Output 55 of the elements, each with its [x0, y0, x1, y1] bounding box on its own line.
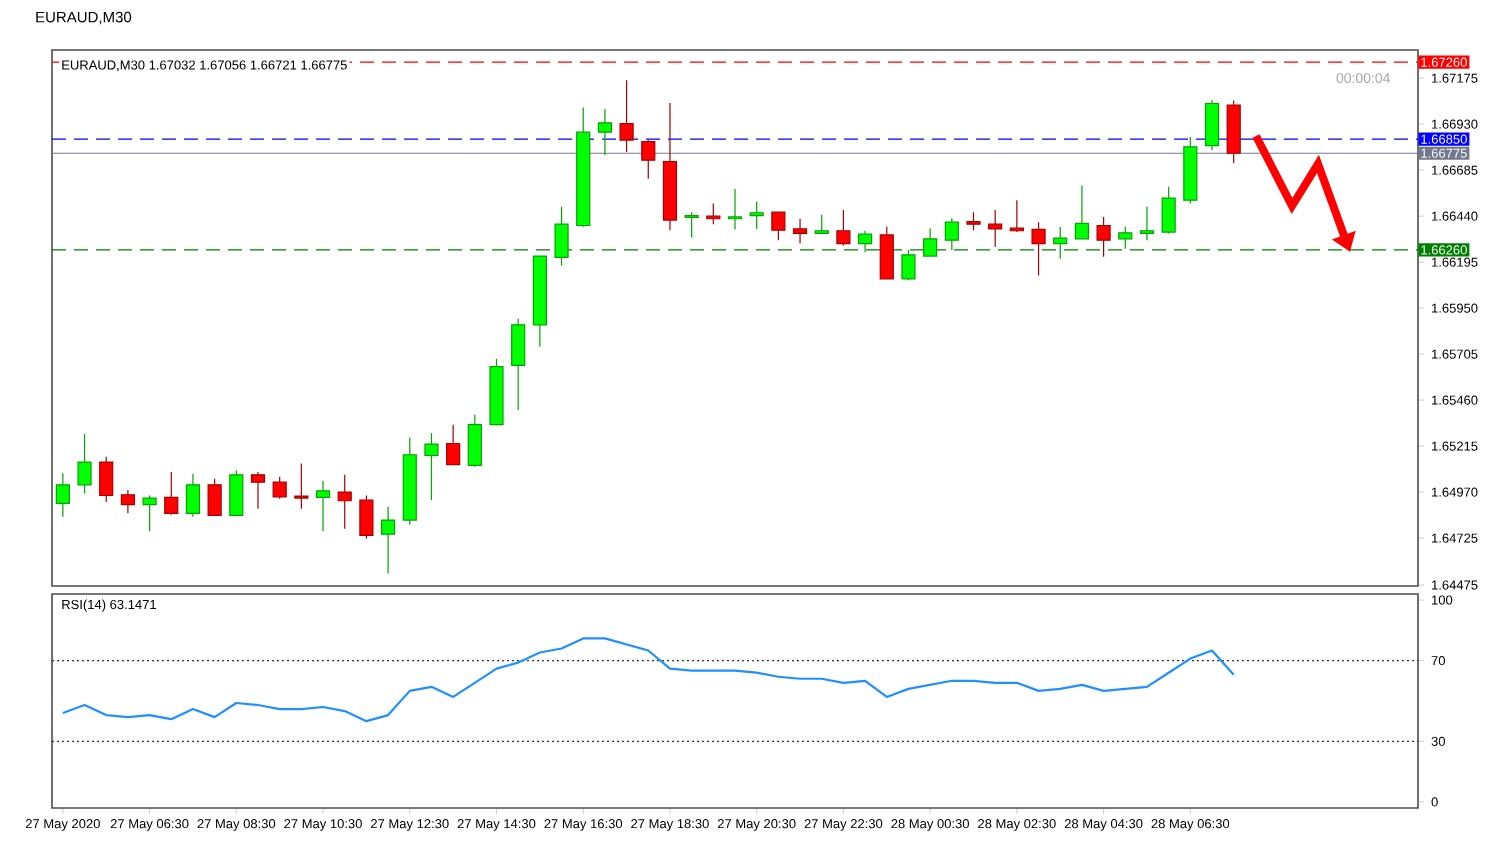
candlestick — [554, 206, 569, 267]
candlestick — [185, 473, 201, 518]
candlestick — [662, 102, 678, 231]
candlestick — [1074, 184, 1090, 240]
candlestick — [923, 227, 938, 258]
candlestick — [1226, 99, 1241, 164]
candlestick — [836, 209, 851, 247]
candlestick — [467, 414, 482, 468]
candlestick — [1204, 99, 1220, 151]
candlestick — [1031, 221, 1046, 277]
candlestick — [879, 226, 894, 280]
candlestick — [1009, 199, 1024, 233]
candlestick — [1118, 226, 1133, 250]
candlestick — [142, 494, 157, 532]
candlestick — [380, 506, 396, 574]
candlestick — [532, 255, 547, 348]
candlestick — [337, 474, 352, 530]
candlestick — [294, 462, 309, 510]
candlestick — [944, 217, 959, 251]
candlestick — [511, 318, 526, 411]
candlestick — [706, 202, 721, 225]
candlestick — [597, 108, 613, 156]
candlestick — [272, 476, 287, 500]
candlestick — [489, 358, 504, 427]
candlestick — [988, 209, 1003, 248]
candlestick — [99, 456, 114, 503]
candlestick — [315, 480, 331, 532]
candlestick — [857, 230, 873, 253]
candlestick — [424, 432, 439, 501]
candlestick — [229, 469, 244, 516]
candlestick — [250, 471, 266, 510]
candlestick — [901, 249, 916, 281]
candlestick — [164, 471, 179, 516]
candlestick — [1139, 206, 1155, 241]
candlestick — [792, 218, 808, 245]
candlestick — [619, 79, 634, 153]
candlestick — [771, 211, 786, 241]
candlestick — [727, 188, 743, 231]
candlestick — [207, 478, 222, 516]
candlestick — [749, 200, 764, 230]
candlestick — [641, 139, 656, 180]
candlestick — [402, 436, 417, 526]
candlestick — [576, 107, 591, 228]
candlestick — [684, 211, 699, 239]
candlestick — [359, 494, 374, 540]
candlestick — [1053, 226, 1068, 260]
candlestick — [1183, 136, 1198, 205]
candlestick — [120, 489, 136, 514]
candlestick — [446, 424, 461, 466]
candlestick — [77, 433, 92, 495]
candlestick — [966, 211, 981, 231]
candlestick — [55, 472, 70, 518]
candlestick — [1096, 216, 1111, 258]
candlestick — [814, 214, 829, 234]
candlestick — [1161, 186, 1176, 234]
